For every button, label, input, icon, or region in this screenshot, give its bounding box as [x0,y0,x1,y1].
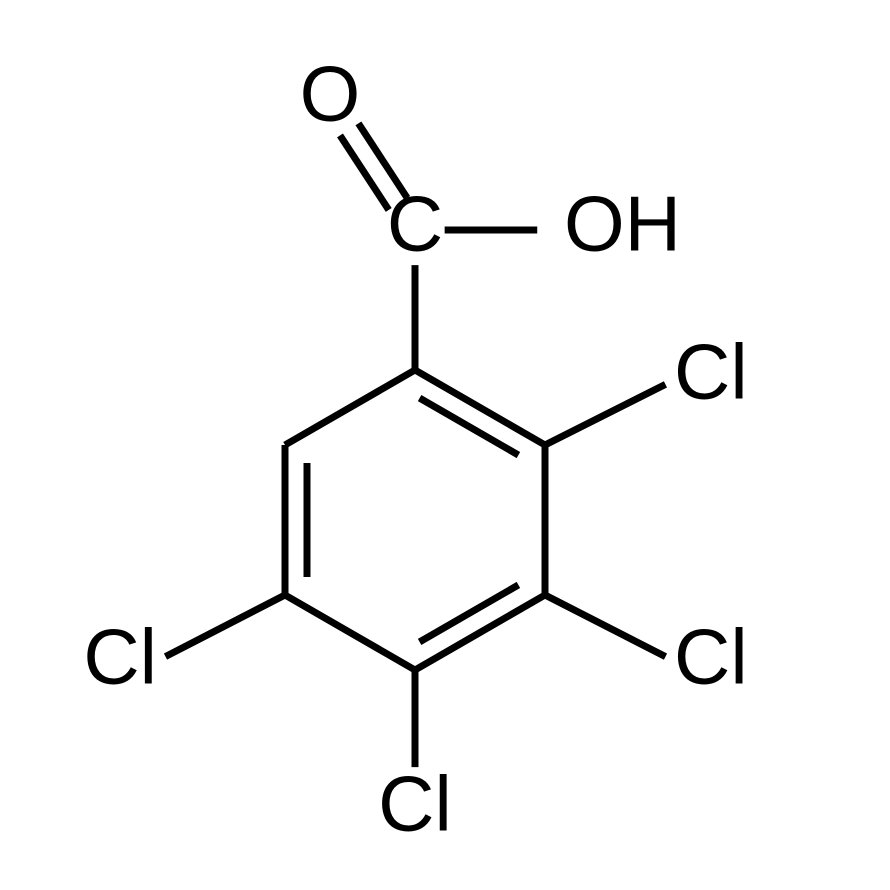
molecule-diagram: CO OH Cl Cl Cl Cl [0,0,890,890]
chlorine-2-label: Cl [674,328,748,416]
chlorine-3-label: Cl [674,613,748,701]
chlorine-5-label: Cl [83,613,157,701]
chlorine-4-label: Cl [378,760,452,848]
carbonyl-oxygen-label: O [300,50,361,138]
carboxyl-carbon-label: C [387,180,443,268]
hydroxyl-label: OH [564,180,681,268]
